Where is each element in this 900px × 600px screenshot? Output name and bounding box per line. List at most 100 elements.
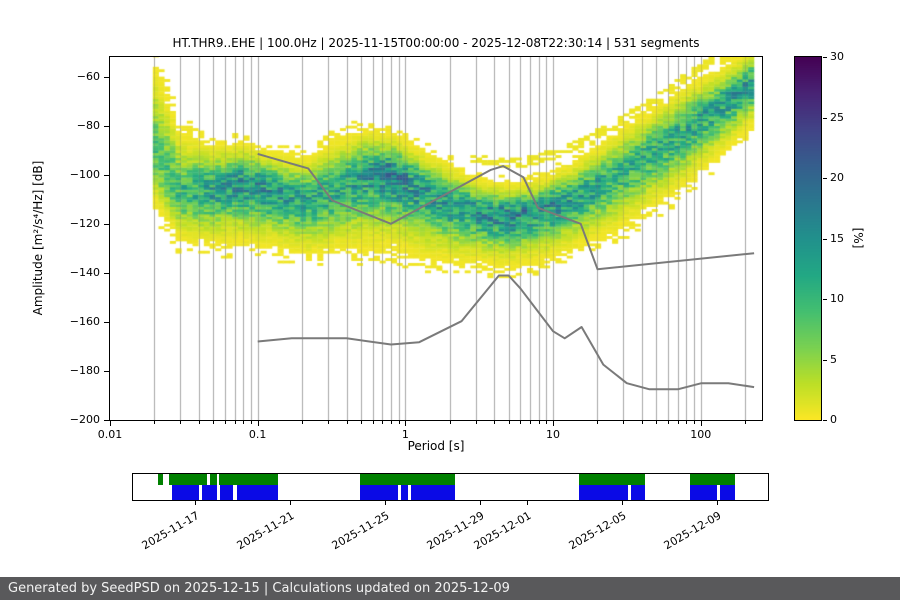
footer-bar: Generated by SeedPSD on 2025-12-15 | Cal…: [0, 577, 900, 600]
footer-text: Generated by SeedPSD on 2025-12-15 | Cal…: [8, 581, 510, 596]
chart-title: HT.THR9..EHE | 100.0Hz | 2025-11-15T00:0…: [172, 36, 700, 50]
x-minor-tick: [398, 421, 400, 424]
x-minor-tick: [449, 421, 451, 424]
y-tick-label: −100: [69, 167, 100, 181]
colorbar-tick-label: 15: [830, 231, 844, 245]
x-minor-tick: [686, 421, 688, 424]
x-tick-label: 1: [401, 428, 409, 441]
colorbar: [794, 56, 822, 421]
timeline-tick: [621, 501, 623, 505]
y-tick-label: −120: [69, 216, 100, 230]
x-minor-tick: [677, 421, 679, 424]
colorbar-tick-label: 5: [830, 352, 837, 366]
colorbar-tick-label: 0: [830, 413, 837, 426]
timeline-date-label: 2025-11-21: [234, 509, 297, 553]
y-tick-label: −160: [69, 314, 100, 328]
timeline-tick: [526, 501, 528, 505]
colorbar-tick: [823, 420, 827, 421]
x-minor-tick: [656, 421, 658, 424]
coverage-segment-blue: [720, 485, 735, 500]
coverage-segment-blue: [401, 485, 408, 500]
x-tick-label: 10: [546, 428, 561, 441]
x-minor-tick: [154, 421, 156, 424]
noise-model-lines: [257, 152, 755, 391]
y-tick-label: −80: [76, 118, 100, 132]
coverage-segment-blue: [579, 485, 628, 500]
x-major-tick: [110, 421, 111, 426]
x-minor-tick: [494, 421, 496, 424]
x-major-tick: [405, 421, 407, 426]
y-major-tick: [104, 76, 109, 78]
nlnm-line: [257, 274, 755, 391]
x-minor-tick: [328, 421, 330, 424]
y-tick-label: −140: [69, 265, 100, 279]
x-minor-tick: [597, 421, 599, 424]
x-minor-tick: [475, 421, 477, 424]
coverage-segment-green: [168, 474, 208, 485]
x-minor-tick: [346, 421, 348, 424]
colorbar-tick-label: 25: [830, 110, 844, 124]
main-axes: [109, 56, 763, 421]
timeline-tick: [385, 501, 387, 505]
x-minor-tick: [180, 421, 182, 424]
y-tick-label: −180: [69, 363, 100, 377]
x-minor-tick: [250, 421, 252, 424]
x-tick-label: 0.01: [97, 428, 123, 441]
x-minor-tick: [693, 421, 695, 424]
x-minor-tick: [372, 421, 374, 424]
colorbar-tick: [823, 57, 827, 58]
coverage-segment-green: [158, 474, 164, 485]
coverage-timeline-inner: [133, 474, 768, 500]
y-major-tick: [104, 272, 109, 274]
timeline-tick: [717, 501, 719, 505]
x-minor-tick: [360, 421, 362, 424]
y-major-tick: [104, 420, 109, 421]
coverage-segment-blue: [410, 485, 455, 500]
timeline-date-label: 2025-11-17: [139, 509, 202, 553]
x-major-tick: [700, 421, 702, 426]
x-major-tick: [257, 421, 259, 426]
coverage-segment-blue: [359, 485, 398, 500]
coverage-segment-blue: [202, 485, 217, 500]
y-axis-label: Amplitude [m²/s⁴/Hz] [dB]: [31, 160, 45, 316]
colorbar-tick-label: 20: [830, 171, 844, 184]
ppsd-heatmap-canvas: [110, 57, 762, 420]
colorbar-tick: [823, 117, 827, 119]
x-minor-tick: [530, 421, 532, 424]
timeline-tick: [289, 501, 291, 505]
x-minor-tick: [641, 421, 643, 424]
coverage-timeline: [132, 473, 769, 501]
x-tick-label: 100: [690, 428, 712, 441]
colorbar-tick: [823, 299, 827, 300]
coverage-segment-blue: [220, 485, 234, 500]
x-minor-tick: [623, 421, 625, 424]
timeline-date-label: 2025-12-09: [661, 509, 724, 553]
colorbar-tick: [823, 238, 827, 240]
coverage-segment-green: [219, 474, 278, 485]
x-minor-tick: [198, 421, 200, 424]
x-minor-tick: [508, 421, 510, 424]
x-minor-tick: [243, 421, 245, 424]
x-axis-label: Period [s]: [407, 439, 465, 453]
colorbar-tick-label: 10: [830, 292, 844, 305]
y-tick-label: −200: [69, 413, 100, 426]
x-minor-tick: [302, 421, 304, 424]
timeline-tick: [195, 501, 197, 505]
colorbar-tick: [823, 359, 827, 361]
coverage-segment-blue: [236, 485, 278, 500]
y-tick-label: −60: [76, 69, 100, 83]
x-minor-tick: [546, 421, 548, 424]
x-minor-tick: [391, 421, 393, 424]
coverage-segment-green: [359, 474, 455, 485]
coverage-segment-green: [579, 474, 645, 485]
y-major-tick: [104, 223, 109, 225]
colorbar-tick: [823, 178, 827, 179]
coverage-segment-blue: [630, 485, 645, 500]
x-tick-label: 0.1: [248, 428, 267, 441]
colorbar-gradient-canvas: [795, 57, 821, 420]
nhnm-line: [257, 152, 755, 271]
x-major-tick: [553, 421, 555, 426]
coverage-segment-blue: [689, 485, 718, 500]
x-minor-tick: [667, 421, 669, 424]
